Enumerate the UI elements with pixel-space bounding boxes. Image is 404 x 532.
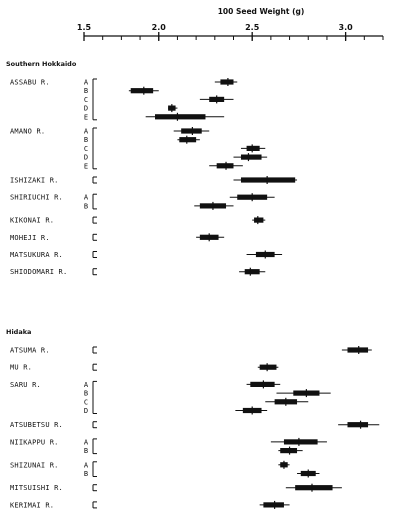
river-row: SHIZUNAI R. AB <box>10 460 320 478</box>
sample-label: A <box>84 194 89 202</box>
sd-bar <box>263 502 284 508</box>
chart-title: 100 Seed Weight (g) <box>218 7 305 16</box>
group-label: Hidaka <box>6 328 31 336</box>
sd-bar <box>280 448 298 454</box>
sample-label: A <box>84 128 89 136</box>
river-label: MOHEJI R. <box>10 234 50 242</box>
sd-bar <box>220 79 234 85</box>
sample-label: A <box>84 79 89 87</box>
sd-bar <box>347 422 369 428</box>
sample-label: D <box>84 154 88 162</box>
river-label: SARU R. <box>10 381 41 389</box>
sample-label: A <box>84 381 89 389</box>
sample-label: C <box>84 145 88 153</box>
river-label: MU R. <box>10 364 32 372</box>
river-label: ATSUMA R. <box>10 347 50 355</box>
sd-bar <box>246 145 260 151</box>
sample-label: B <box>84 136 88 144</box>
sample-label: C <box>84 398 88 406</box>
x-tick-label: 3.0 <box>339 23 354 32</box>
river-label: AMANO R. <box>10 128 45 136</box>
river-label: SHIODOMARI R. <box>10 268 67 276</box>
river-row: MATSUKURA R. <box>10 250 283 259</box>
river-label: NIIKAPPU R. <box>10 438 59 446</box>
sd-bar <box>283 439 318 445</box>
sd-bar <box>240 177 296 183</box>
sd-bar <box>130 88 154 94</box>
sd-bar <box>259 364 277 370</box>
sample-label: B <box>84 390 88 398</box>
river-label: SHIZUNAI R. <box>10 461 59 469</box>
sd-bar <box>181 128 202 134</box>
sample-label: D <box>84 105 88 113</box>
river-label: ATSUBETSU R. <box>10 421 63 429</box>
sample-label: C <box>84 96 88 104</box>
river-label: ASSABU R. <box>10 79 50 87</box>
sd-bar <box>295 485 333 491</box>
sd-bar <box>155 114 206 120</box>
sample-label: B <box>84 87 88 95</box>
x-tick-label: 2.5 <box>245 23 260 32</box>
river-label: SHIRIUCHI R. <box>10 194 63 202</box>
sd-bar <box>179 137 197 143</box>
x-tick-label: 2.0 <box>152 23 167 32</box>
sd-bar <box>250 381 275 387</box>
river-row: ATSUMA R. <box>10 346 372 355</box>
sd-bar <box>254 217 264 223</box>
sample-label: E <box>84 162 88 170</box>
river-label: KERIMAI R. <box>10 501 54 509</box>
river-row: MITSUISHI R. <box>10 483 342 492</box>
river-row: MOHEJI R. <box>10 233 225 242</box>
sd-bar <box>216 163 234 169</box>
river-label: KIKONAI R. <box>10 217 54 225</box>
x-tick-label: 1.5 <box>77 23 92 32</box>
sample-label: B <box>84 202 88 210</box>
x-axis: 1.5 2.0 2.5 3.0 <box>77 23 384 41</box>
sample-label: A <box>84 461 89 469</box>
sample-label: E <box>84 113 88 121</box>
river-label: MITSUISHI R. <box>10 484 63 492</box>
sample-label: B <box>84 447 88 455</box>
sd-bar <box>347 347 369 353</box>
river-row: SHIODOMARI R. <box>10 267 266 276</box>
group-label: Southern Hokkaido <box>6 60 77 68</box>
river-row: ATSUBETSU R. <box>10 420 380 429</box>
river-row: ISHIZAKI R. <box>10 176 298 185</box>
river-label: ISHIZAKI R. <box>10 177 59 185</box>
sample-label: D <box>84 407 88 415</box>
river-row: SHIRIUCHI R. AB <box>10 193 275 210</box>
sample-label: A <box>84 438 89 446</box>
sample-label: B <box>84 470 88 478</box>
river-row: NIIKAPPU R. AB <box>10 437 327 455</box>
sd-bar <box>240 154 262 160</box>
river-row: KERIMAI R. <box>10 500 290 509</box>
river-row: KIKONAI R. <box>10 216 266 225</box>
river-row: MU R. <box>10 363 279 372</box>
sd-bar <box>244 269 260 275</box>
river-label: MATSUKURA R. <box>10 251 63 259</box>
